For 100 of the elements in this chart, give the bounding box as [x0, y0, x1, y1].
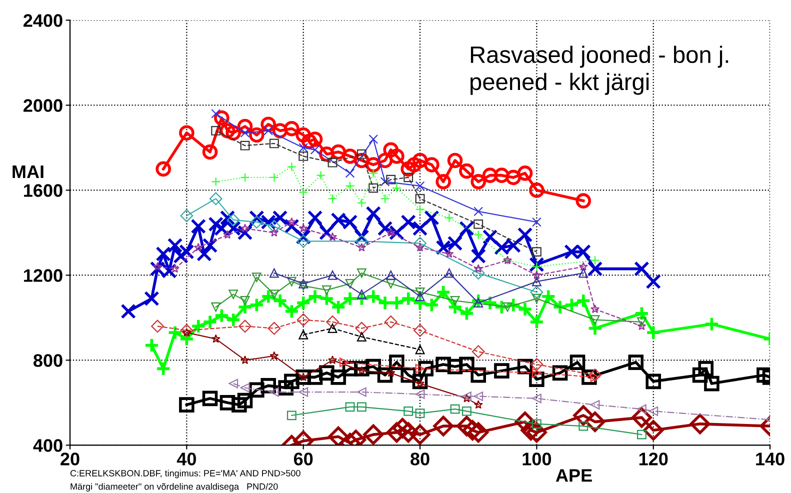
point	[298, 224, 308, 232]
point	[412, 220, 428, 236]
point	[269, 138, 279, 148]
y-tick-label: 800	[34, 354, 62, 367]
point	[173, 248, 188, 264]
point	[529, 314, 544, 330]
point	[214, 308, 230, 324]
point	[330, 299, 346, 315]
point	[363, 424, 384, 445]
point	[268, 220, 281, 233]
point	[532, 419, 542, 429]
point	[260, 116, 276, 132]
point	[222, 230, 232, 239]
text: C:ERELKSKBON.DBF, tingimus: PE='MA' AND PND>500	[70, 470, 300, 478]
point	[482, 168, 498, 183]
point	[228, 378, 238, 388]
point	[298, 151, 308, 161]
point	[634, 261, 650, 276]
point	[296, 313, 310, 326]
point	[328, 194, 338, 204]
x-tick-label: 60	[294, 452, 313, 466]
point	[578, 421, 588, 431]
point	[298, 278, 308, 288]
point	[474, 206, 484, 216]
point	[404, 406, 414, 416]
point	[462, 420, 483, 441]
point	[238, 320, 252, 333]
point	[366, 358, 381, 374]
point	[494, 363, 510, 378]
point	[400, 367, 416, 383]
point	[232, 397, 247, 412]
point	[540, 288, 556, 304]
point	[386, 174, 396, 184]
point	[269, 172, 279, 182]
point	[220, 210, 236, 226]
point	[502, 302, 512, 312]
point	[459, 220, 474, 236]
point	[517, 302, 533, 317]
point	[470, 248, 486, 264]
point	[389, 354, 404, 370]
point	[474, 264, 483, 273]
point	[326, 315, 339, 328]
point	[532, 262, 542, 272]
point	[590, 315, 600, 325]
point	[450, 404, 460, 414]
point	[470, 174, 486, 190]
point	[366, 206, 381, 222]
point	[436, 284, 451, 300]
point	[412, 374, 428, 390]
point	[179, 125, 194, 140]
point	[269, 290, 279, 300]
point	[636, 404, 646, 414]
point	[356, 402, 366, 412]
point	[202, 144, 218, 160]
point	[690, 414, 710, 434]
point	[474, 400, 483, 409]
point	[410, 424, 430, 445]
x-tick-label: 80	[410, 452, 430, 466]
point	[296, 234, 310, 248]
point	[482, 229, 498, 245]
point	[357, 242, 366, 252]
point	[296, 127, 311, 143]
point	[220, 395, 236, 410]
point	[345, 278, 355, 288]
x-tick-label: 140	[756, 452, 784, 466]
point	[144, 290, 160, 306]
point	[211, 176, 221, 186]
point	[377, 295, 393, 310]
point	[202, 238, 218, 254]
point	[302, 134, 317, 149]
point	[179, 397, 194, 412]
point	[307, 210, 323, 226]
point	[307, 132, 323, 147]
point	[328, 232, 338, 241]
point	[240, 383, 250, 393]
point	[249, 297, 264, 313]
point	[406, 157, 422, 172]
point	[436, 174, 451, 190]
point	[356, 332, 366, 342]
point	[342, 290, 358, 306]
point	[587, 320, 603, 336]
point	[415, 287, 425, 297]
point	[380, 194, 390, 204]
point	[646, 324, 662, 340]
point	[704, 376, 720, 392]
point	[249, 382, 264, 398]
point	[472, 345, 485, 358]
point	[170, 264, 180, 273]
point	[532, 270, 542, 280]
point	[526, 422, 547, 443]
point	[444, 249, 454, 258]
point	[286, 410, 296, 420]
point	[704, 316, 720, 332]
point	[298, 281, 308, 291]
point	[532, 368, 542, 378]
point	[339, 358, 349, 368]
point	[180, 209, 194, 222]
point	[284, 304, 300, 319]
point	[587, 261, 603, 276]
point	[570, 354, 586, 370]
